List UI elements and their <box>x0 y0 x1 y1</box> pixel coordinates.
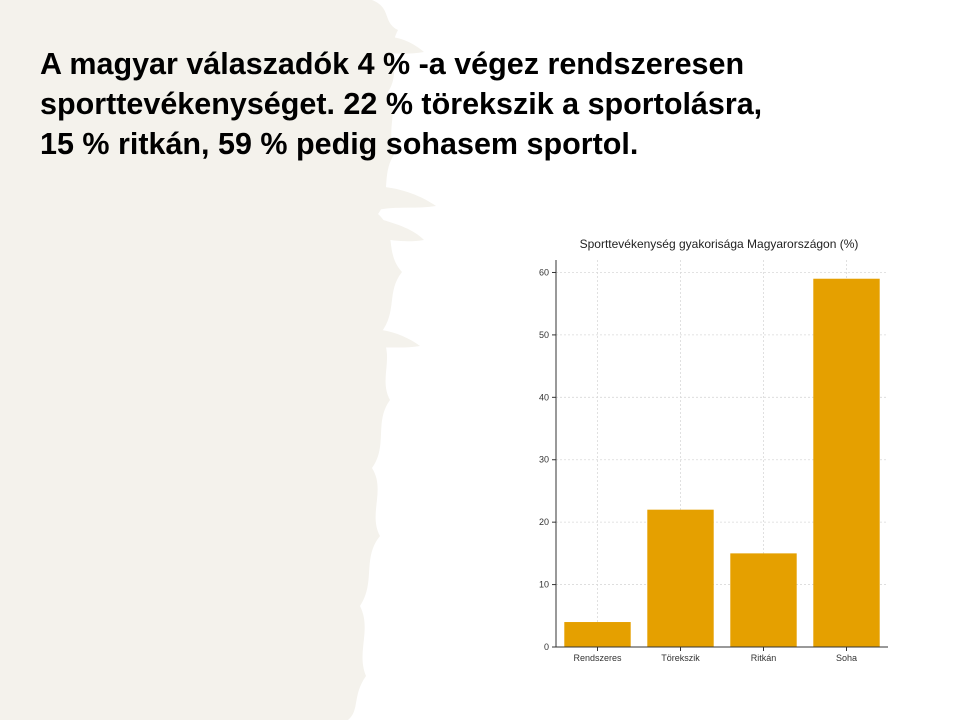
slide-heading: A magyar válaszadók 4 % -a végez rendsze… <box>40 47 763 161</box>
texture-wisp-top <box>368 36 424 58</box>
y-tick-label: 40 <box>539 392 549 402</box>
y-tick-label: 60 <box>539 267 549 277</box>
x-axis-ticks: Rendszeres Törekszik Ritkán Soha <box>573 647 857 663</box>
y-tick-label: 30 <box>539 455 549 465</box>
chart-svg: Sporttevékenység gyakorisága Magyarorszá… <box>539 237 888 663</box>
x-tick-label: Rendszeres <box>573 653 622 663</box>
texture-shape <box>0 0 402 720</box>
x-tick-label: Soha <box>836 653 857 663</box>
y-tick-label: 50 <box>539 330 549 340</box>
chart-title: Sporttevékenység gyakorisága Magyarorszá… <box>580 237 859 251</box>
x-tick-label: Ritkán <box>751 653 777 663</box>
y-tick-label: 10 <box>539 580 549 590</box>
y-tick-label: 20 <box>539 517 549 527</box>
y-tick-label: 0 <box>544 642 549 652</box>
x-tick-label: Törekszik <box>661 653 700 663</box>
bar <box>813 278 880 647</box>
y-axis-ticks: 0 10 20 30 40 50 60 <box>539 267 556 652</box>
bars <box>564 278 880 647</box>
bar-chart: Sporttevékenység gyakorisága Magyarorszá… <box>510 222 900 672</box>
bar <box>564 622 631 647</box>
texture-wisp-upper <box>352 186 436 242</box>
texture-wisp-lower <box>356 328 420 352</box>
bar <box>647 509 714 647</box>
bar <box>730 553 797 647</box>
